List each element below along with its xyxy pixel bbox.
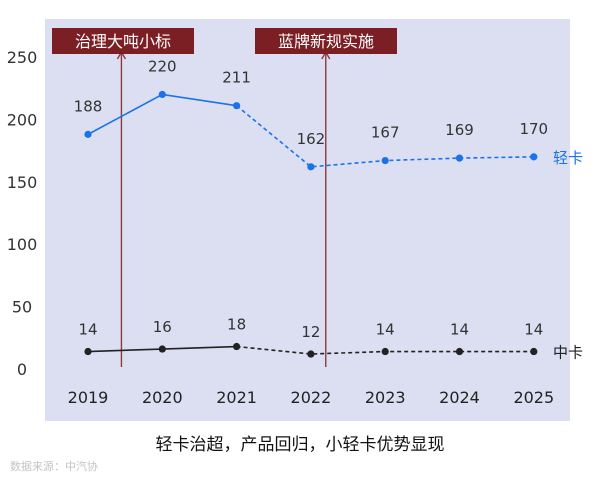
y-tick-label: 200 xyxy=(7,110,38,129)
data-label: 188 xyxy=(74,97,103,115)
x-tick-label: 2024 xyxy=(439,388,480,407)
data-label: 18 xyxy=(227,316,246,334)
series-group: 188 220 211 162 167 169 170 轻卡 14 16 18 12 14 14 14 中卡 xyxy=(74,57,583,361)
x-tick-label: 2025 xyxy=(513,388,554,407)
data-point xyxy=(158,345,166,353)
series-name-label: 中卡 xyxy=(553,344,583,362)
y-tick-label: 0 xyxy=(17,360,27,379)
y-tick-label: 250 xyxy=(7,48,38,67)
source-note: 数据来源：中汽协 xyxy=(10,460,98,473)
data-label: 167 xyxy=(371,124,400,142)
annotations: 治理大吨小标 蓝牌新规实施 xyxy=(52,28,397,367)
y-axis: 0 50 100 150 200 250 xyxy=(7,48,38,379)
series-light-truck: 188 220 211 162 167 169 170 轻卡 xyxy=(74,57,583,171)
annotation-label: 治理大吨小标 xyxy=(75,32,171,51)
data-point xyxy=(530,153,538,161)
data-point xyxy=(158,90,166,99)
data-point xyxy=(455,154,464,162)
data-point xyxy=(233,342,241,351)
x-tick-label: 2019 xyxy=(68,388,109,407)
y-tick-label: 150 xyxy=(7,173,38,192)
data-point xyxy=(84,130,92,138)
data-label: 14 xyxy=(376,321,395,339)
data-label: 162 xyxy=(297,130,326,148)
data-point xyxy=(307,350,315,358)
series-name-label: 轻卡 xyxy=(553,149,583,167)
data-label: 14 xyxy=(524,321,543,339)
annotation-marker: 治理大吨小标 xyxy=(52,28,194,367)
data-label: 169 xyxy=(445,121,474,139)
data-point xyxy=(84,347,92,356)
series-medium-truck: 14 16 18 12 14 14 14 中卡 xyxy=(78,316,583,362)
chart-caption: 轻卡治超，产品回归，小轻卡优势显现 xyxy=(155,435,445,455)
x-tick-label: 2023 xyxy=(365,388,406,407)
data-point xyxy=(381,156,389,165)
plot-background xyxy=(45,19,570,421)
data-point xyxy=(530,347,538,356)
data-point xyxy=(381,347,389,356)
data-label: 211 xyxy=(222,69,251,87)
data-label: 170 xyxy=(519,120,548,138)
annotation-label: 蓝牌新规实施 xyxy=(278,32,374,51)
data-label: 14 xyxy=(78,321,97,339)
x-tick-label: 2022 xyxy=(291,388,332,407)
data-point xyxy=(233,102,241,110)
y-tick-label: 50 xyxy=(12,298,32,317)
data-label: 220 xyxy=(148,57,177,75)
annotation-box xyxy=(52,28,194,54)
x-tick-label: 2020 xyxy=(142,388,183,407)
x-tick-label: 2021 xyxy=(216,388,257,407)
data-point xyxy=(455,347,464,356)
annotation-box xyxy=(255,28,397,54)
data-point xyxy=(307,163,315,171)
data-label: 16 xyxy=(153,318,172,336)
y-tick-label: 100 xyxy=(7,235,38,254)
annotation-marker: 蓝牌新规实施 xyxy=(255,28,397,367)
data-label: 14 xyxy=(450,321,469,339)
x-axis: 2019 2020 2021 2022 2023 2024 2025 xyxy=(68,388,555,407)
data-label: 12 xyxy=(301,323,320,341)
